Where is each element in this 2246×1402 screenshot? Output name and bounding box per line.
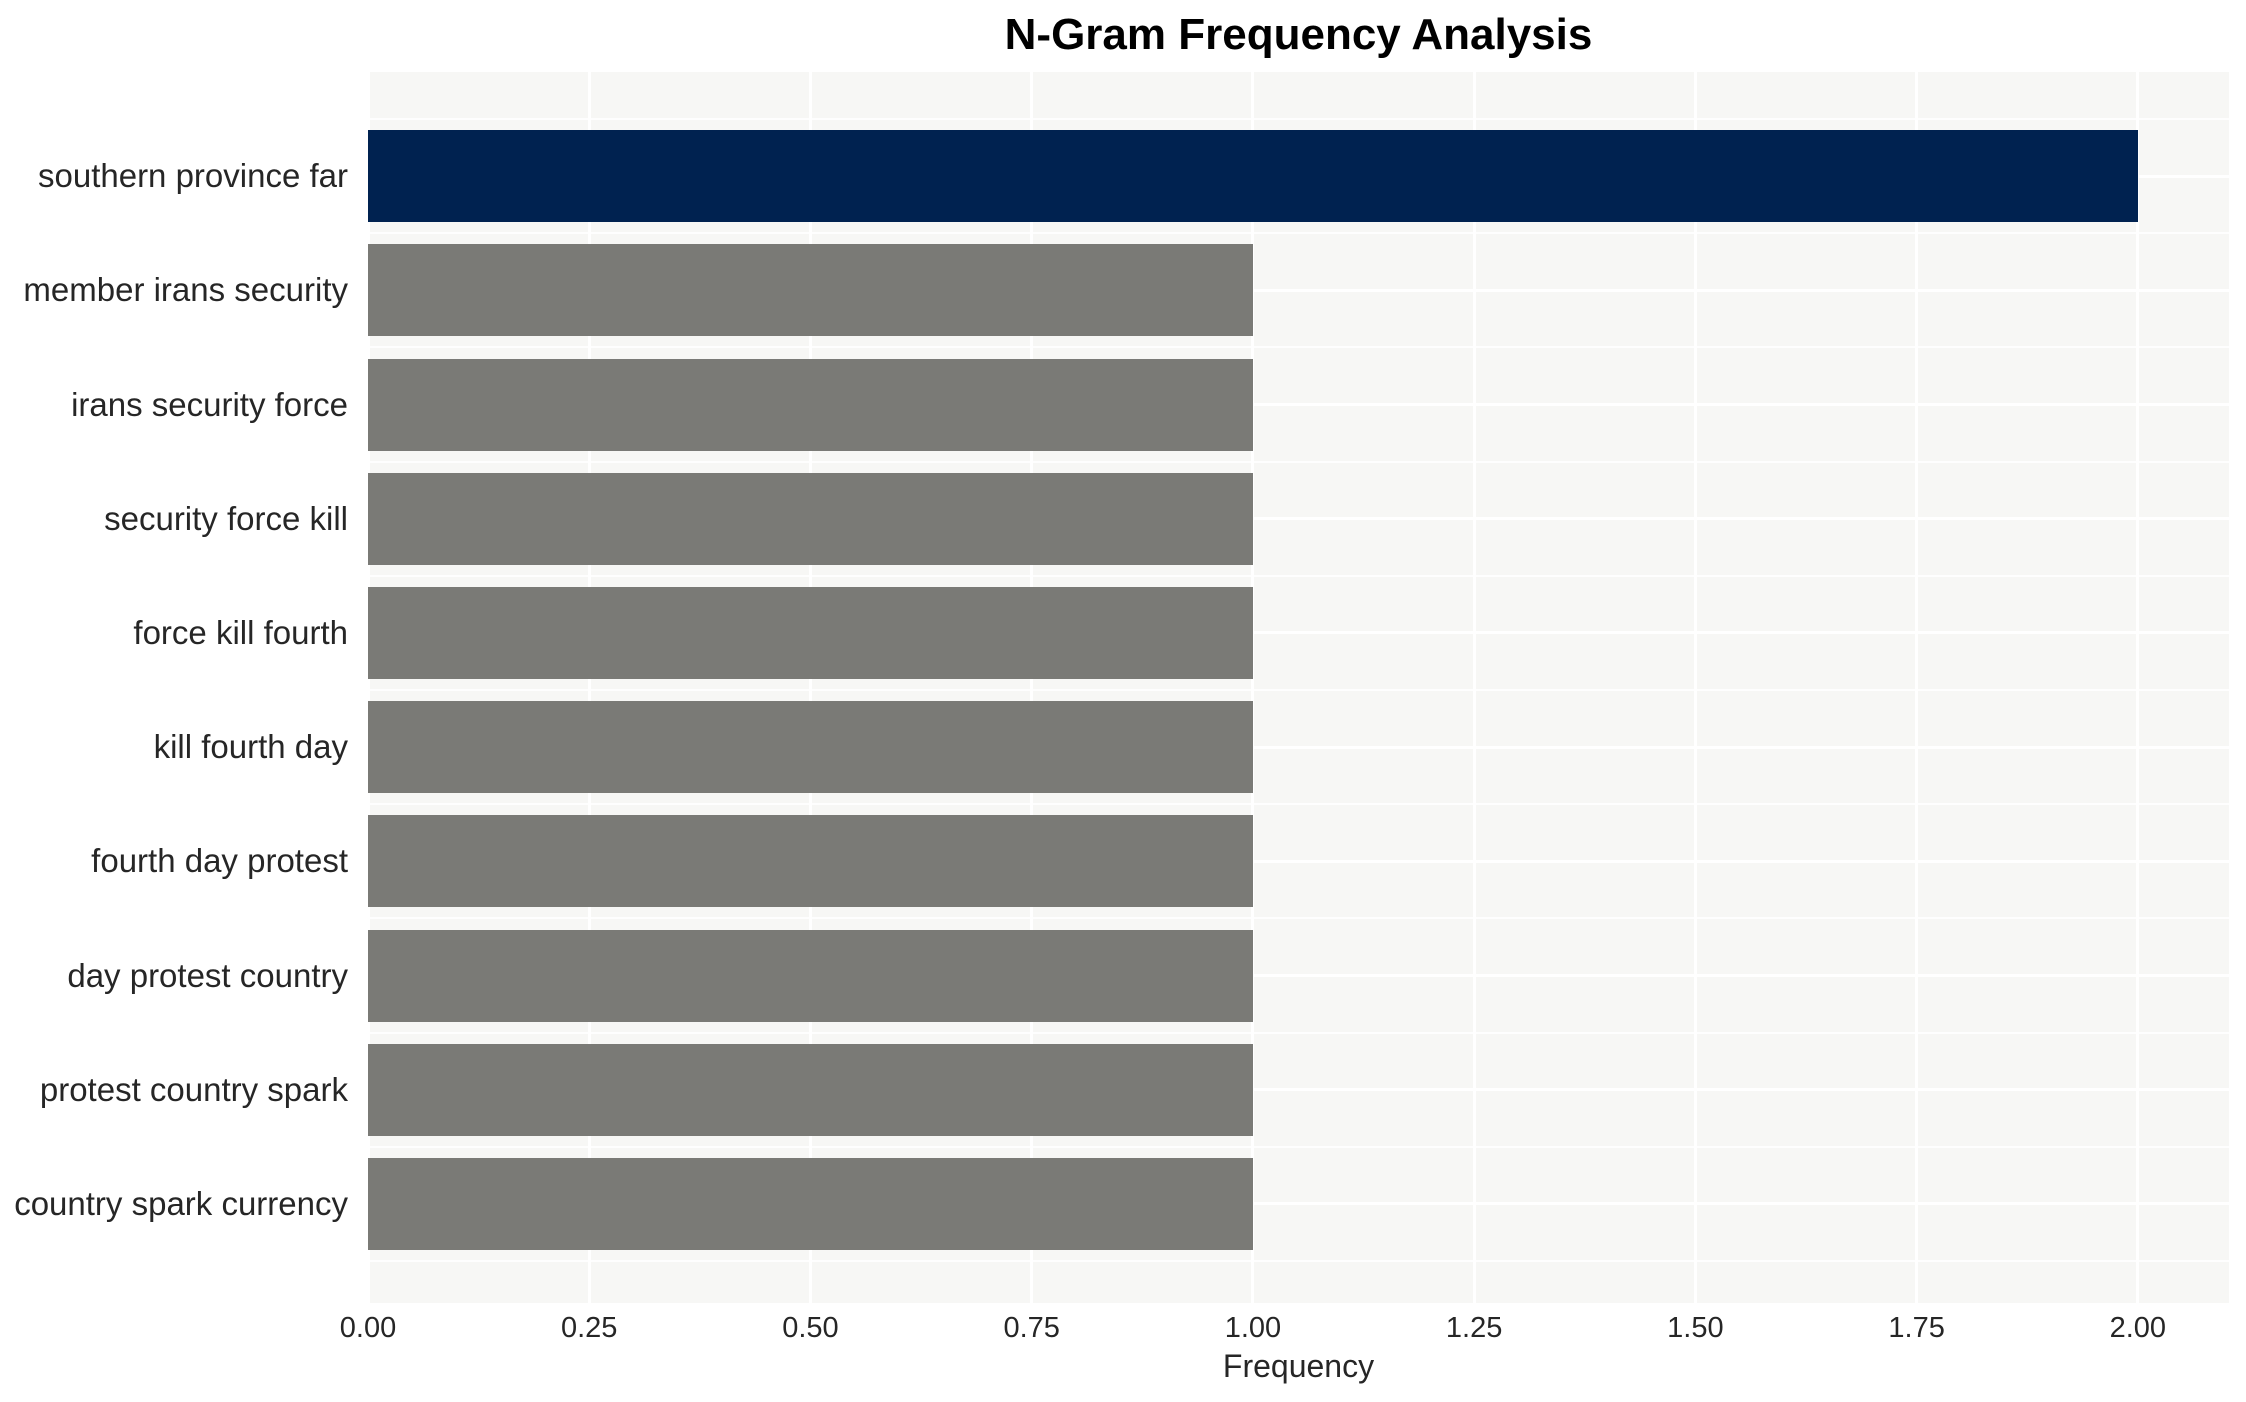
y-axis-label: force kill fourth <box>133 613 348 651</box>
horizontal-minor-gridline <box>368 689 2229 691</box>
horizontal-gridline <box>368 1202 2229 1206</box>
x-axis-tick-label: 0.50 <box>782 1312 839 1344</box>
horizontal-gridline <box>368 517 2229 521</box>
y-axis-label-row: member irans security <box>0 233 358 347</box>
y-axis-label-row: irans security force <box>0 347 358 461</box>
horizontal-minor-gridline <box>368 460 2229 463</box>
bar-row <box>368 1147 2229 1261</box>
x-axis-tick-label: 0.00 <box>339 1312 397 1344</box>
vertical-gridline <box>1915 72 1919 1303</box>
y-axis-label: member irans security <box>23 271 348 309</box>
horizontal-gridline <box>368 631 2229 635</box>
y-axis-label: southern province far <box>37 157 348 195</box>
chart-title: N-Gram Frequency Analysis <box>1004 10 1593 59</box>
bar-row <box>368 804 2229 918</box>
bar <box>368 130 2138 223</box>
x-axis-tick-label: 1.50 <box>1667 1312 1724 1344</box>
y-axis-label-row: security force kill <box>0 462 358 576</box>
vertical-gridline <box>808 72 812 1303</box>
vertical-gridline <box>1251 72 1255 1303</box>
x-axis-tick-label: 1.25 <box>1445 1312 1503 1344</box>
bar <box>368 701 1253 794</box>
x-axis-title: Frequency <box>1222 1348 1375 1384</box>
horizontal-gridline <box>368 403 2229 406</box>
y-axis-label-row: day protest country <box>0 918 358 1032</box>
bar <box>368 1043 1253 1136</box>
y-axis-label: day protest country <box>67 956 348 994</box>
x-axis-tick-label: 1.75 <box>1888 1312 1945 1344</box>
bar-row <box>368 918 2229 1032</box>
y-axis-label: irans security force <box>71 385 348 423</box>
y-axis-label-row: kill fourth day <box>0 690 358 804</box>
y-axis-label: protest country spark <box>39 1070 348 1108</box>
y-axis-label-row: country spark currency <box>0 1147 358 1261</box>
vertical-gridline <box>1030 72 1034 1303</box>
vertical-gridline <box>587 72 591 1303</box>
horizontal-gridline <box>368 1088 2229 1092</box>
y-axis-label: country spark currency <box>14 1184 348 1222</box>
horizontal-gridline <box>368 974 2229 977</box>
bar-row <box>368 576 2229 690</box>
horizontal-minor-gridline <box>368 803 2229 806</box>
vertical-gridline <box>366 72 370 1303</box>
y-axis-label-row: force kill fourth <box>0 576 358 690</box>
bar-row <box>368 347 2229 461</box>
horizontal-minor-gridline <box>368 1031 2229 1034</box>
horizontal-minor-gridline <box>368 1260 2229 1262</box>
bar <box>368 929 1253 1022</box>
y-axis-label-row: protest country spark <box>0 1033 358 1147</box>
x-axis-tick-label: 0.75 <box>1003 1312 1060 1344</box>
bar-row <box>368 462 2229 576</box>
horizontal-minor-gridline <box>368 118 2229 120</box>
bar-row <box>368 1033 2229 1147</box>
horizontal-minor-gridline <box>368 1145 2229 1148</box>
x-axis-tick-label: 1.00 <box>1224 1312 1282 1344</box>
bar <box>368 358 1253 451</box>
bar-row <box>368 233 2229 347</box>
horizontal-minor-gridline <box>368 917 2229 920</box>
vertical-gridline <box>1693 72 1697 1303</box>
x-axis-tick-label: 0.25 <box>560 1312 618 1344</box>
bar <box>368 586 1253 679</box>
plot-panel <box>366 72 2229 1303</box>
bars-layer <box>368 119 2229 1261</box>
bar <box>368 472 1253 565</box>
grid-layer <box>366 72 2229 1303</box>
y-axis: southern province far member irans securi… <box>0 72 358 1303</box>
x-axis-tick-label: 2.00 <box>2109 1312 2167 1344</box>
horizontal-gridline <box>368 859 2229 863</box>
x-axis: 0.00 0.25 0.50 0.75 1.00 1.25 1.50 1.75 2.00 <box>340 1312 2229 1348</box>
vertical-gridline <box>2136 72 2140 1303</box>
bar-row <box>368 690 2229 804</box>
horizontal-gridline <box>368 288 2229 292</box>
y-axis-label: fourth day protest <box>91 842 348 880</box>
horizontal-minor-gridline <box>368 574 2229 577</box>
horizontal-minor-gridline <box>368 232 2229 235</box>
horizontal-gridline <box>368 745 2229 749</box>
bar <box>368 815 1253 908</box>
y-axis-label-row: southern province far <box>0 119 358 233</box>
horizontal-minor-gridline <box>368 346 2229 349</box>
bar <box>368 1157 1253 1250</box>
y-axis-label-row: fourth day protest <box>0 804 358 918</box>
y-axis-label: security force kill <box>104 499 348 537</box>
y-axis-label: kill fourth day <box>153 728 348 766</box>
bar <box>368 244 1253 337</box>
vertical-gridline <box>1472 72 1476 1303</box>
bar-row <box>368 119 2229 233</box>
